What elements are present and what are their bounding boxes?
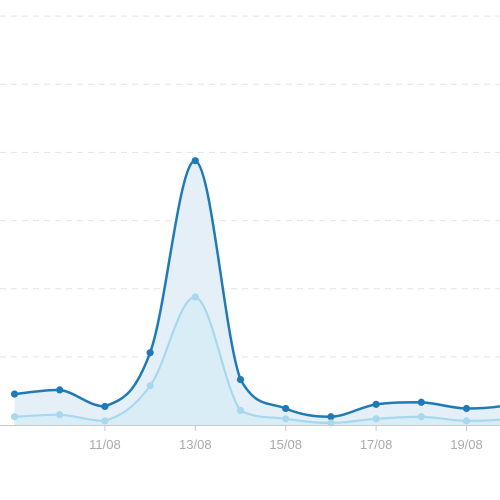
series-2-point[interactable]	[282, 415, 290, 423]
series-2-point[interactable]	[191, 293, 199, 301]
series-1-point[interactable]	[56, 386, 64, 394]
series-2-point[interactable]	[372, 415, 380, 423]
series-1-point[interactable]	[236, 375, 245, 384]
area-layer	[14, 160, 500, 425]
x-tick-label: 19/08	[450, 437, 483, 452]
series-1-point[interactable]	[101, 402, 109, 411]
series-1-point[interactable]	[372, 400, 380, 408]
x-tick-label: 11/08	[89, 437, 121, 452]
series-1-point[interactable]	[146, 349, 154, 357]
series-1-point[interactable]	[417, 398, 425, 406]
line-layer	[14, 159, 500, 425]
series-2-point[interactable]	[146, 382, 154, 390]
series-2-point[interactable]	[56, 411, 64, 419]
point-layer	[10, 157, 471, 427]
series-2-point[interactable]	[462, 417, 471, 425]
series-1-line	[14, 159, 500, 418]
series-2-point[interactable]	[327, 419, 335, 427]
series-1-point[interactable]	[462, 404, 471, 413]
series-2-point[interactable]	[101, 417, 109, 425]
series-1-area	[14, 160, 500, 425]
x-tick-label: 13/08	[179, 437, 212, 452]
x-tick-label: 15/08	[269, 437, 302, 452]
series-1-point[interactable]	[282, 404, 290, 413]
series-1-point[interactable]	[191, 157, 199, 165]
series-2-point[interactable]	[236, 406, 245, 415]
series-2-point[interactable]	[10, 413, 19, 421]
grid-layer	[0, 15, 500, 358]
series-1-point[interactable]	[327, 413, 335, 421]
series-2-point[interactable]	[417, 413, 425, 421]
series-1-point[interactable]	[10, 390, 19, 398]
x-tick-label: 17/08	[360, 437, 393, 452]
